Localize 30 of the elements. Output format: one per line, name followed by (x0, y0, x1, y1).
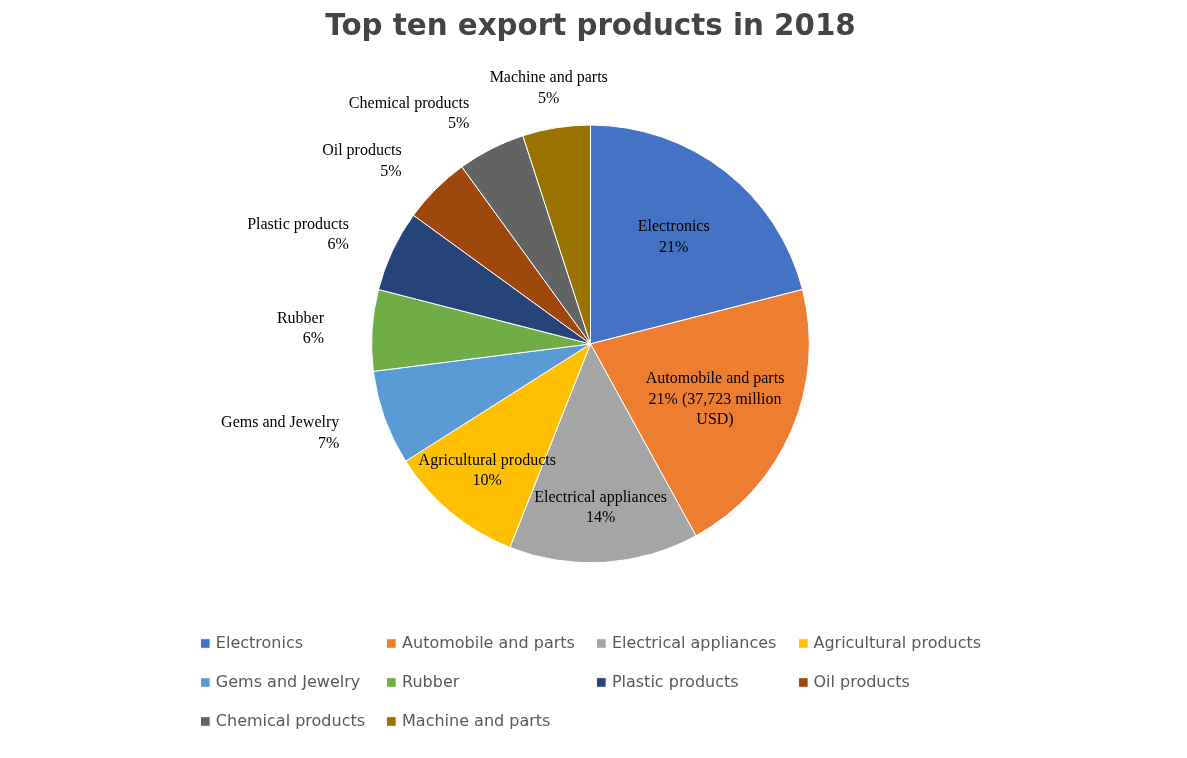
data-label: 21% (659, 237, 689, 255)
slice-label: Rubber (276, 308, 325, 326)
legend-label: Automobile and parts (402, 633, 575, 652)
slice-label: Automobile and parts (645, 369, 785, 388)
legend-label: Agricultural products (813, 633, 982, 652)
data-label: 6% (327, 234, 349, 252)
legend-label: Gems and Jewelry (215, 672, 361, 691)
legend-label: Plastic products (611, 672, 739, 691)
legend-label: Machine and parts (402, 711, 551, 730)
data-label: 5% (380, 161, 402, 179)
data-label: 21% (37,723 million USD) (648, 389, 782, 429)
data-label: 5% (447, 113, 470, 131)
legend-label: Electronics (215, 633, 304, 652)
data-label: 14% (586, 508, 616, 526)
legend-label: Electrical appliances (611, 633, 777, 652)
slice-label: Oil products (322, 141, 402, 160)
data-label: 7% (317, 433, 340, 451)
chart-title: Top ten export products in 2018 (325, 7, 856, 42)
slice-label: Chemical products (348, 93, 470, 112)
slice-label: Electrical appliances (534, 487, 668, 506)
data-label: 10% (472, 471, 502, 489)
slice-label: Machine and parts (489, 68, 608, 87)
legend-label: Oil products (813, 672, 910, 691)
data-label: 6% (302, 329, 325, 347)
slice-label: Gems and Jewelry (221, 413, 340, 432)
legend-label: Rubber (402, 672, 460, 691)
slice-label: Plastic products (247, 214, 349, 233)
legend-label: Chemical products (215, 711, 366, 730)
slice-label: Electronics (637, 217, 710, 235)
data-label: 5% (538, 88, 560, 106)
